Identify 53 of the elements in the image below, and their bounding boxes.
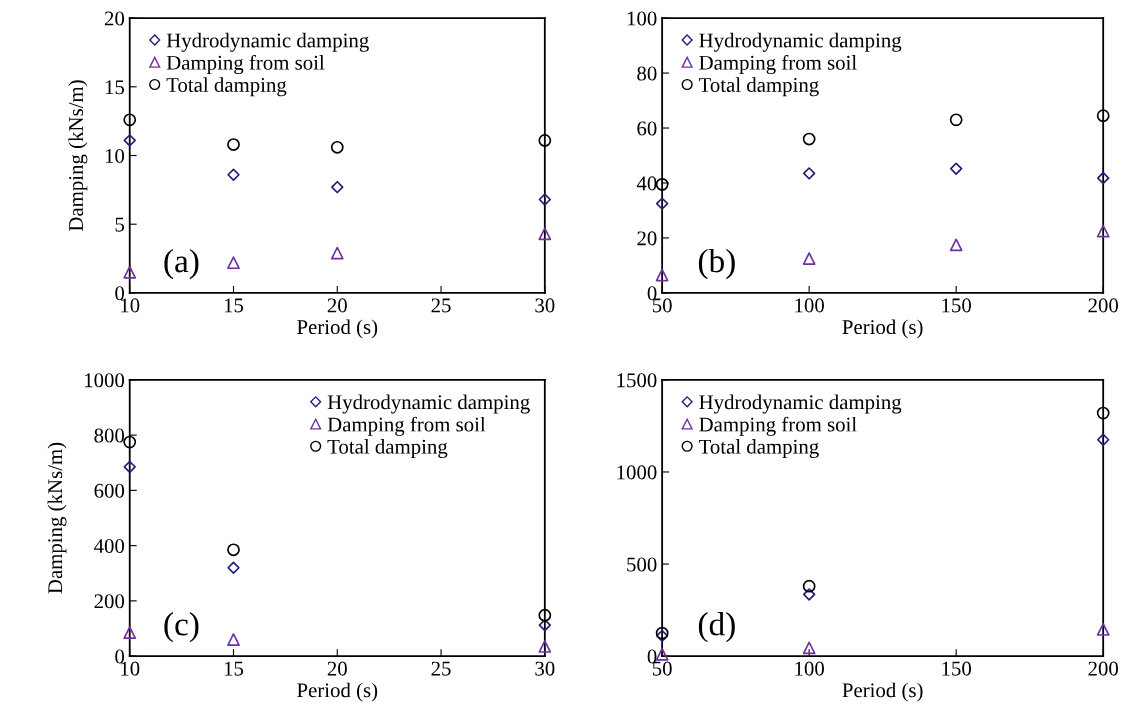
x-tick-label: 30 — [535, 298, 555, 313]
x-tick-label: 200 — [1088, 661, 1119, 676]
x-axis-title: Period (s) — [842, 682, 923, 702]
y-tick-label: 80 — [637, 66, 657, 81]
y-tick-label: 800 — [94, 428, 125, 443]
x-tick-label: 200 — [1088, 298, 1119, 313]
annotation: (c) — [164, 612, 199, 643]
y-tick-label: 200 — [94, 594, 125, 609]
annotation: (a) — [164, 248, 199, 280]
y-tick-label: 20 — [637, 231, 657, 246]
annotation: (b) — [698, 248, 735, 280]
y-tick-label: 1000 — [85, 373, 125, 388]
legend-label: Hydrodynamic damping — [699, 394, 902, 414]
legend-label: Damping from soil — [699, 54, 857, 75]
x-axis-title: Period (s) — [297, 682, 378, 702]
annotation: (d) — [698, 612, 735, 643]
legend-label: Hydrodynamic damping — [327, 394, 530, 414]
y-tick-label: 500 — [627, 557, 657, 572]
y-tick-label: 1000 — [617, 465, 657, 480]
y-axis-title: Damping (kNs/m) — [47, 442, 67, 594]
legend-label: Total damping — [166, 77, 287, 97]
legend-label: Damping from soil — [699, 416, 857, 436]
legend-label: Total damping — [327, 439, 448, 459]
legend-label: Total damping — [698, 77, 819, 97]
y-tick-label: 40 — [636, 176, 657, 191]
x-tick-label: 25 — [431, 298, 451, 313]
y-tick-label: 10 — [105, 148, 125, 163]
legend-label: Damping from soil — [166, 54, 325, 75]
x-tick-label: 150 — [942, 661, 971, 676]
legend-label: Total damping — [698, 439, 819, 459]
y-tick-label: 15 — [105, 80, 125, 95]
y-axis-title: Damping (kNs/m) — [68, 80, 88, 231]
y-tick-label: 1500 — [617, 373, 657, 388]
y-tick-label: 400 — [94, 539, 125, 554]
x-tick-label: 15 — [224, 298, 244, 313]
y-tick-label: 20 — [104, 11, 125, 26]
x-tick-label: 25 — [431, 661, 451, 676]
x-tick-label: 100 — [795, 298, 824, 313]
x-tick-label: 30 — [535, 661, 555, 676]
legend-label: Hydrodynamic damping — [699, 32, 902, 52]
y-tick-label: 100 — [627, 11, 657, 26]
y-tick-label: 600 — [94, 483, 125, 498]
legend-label: Damping from soil — [327, 416, 486, 436]
x-axis-title: Period (s) — [297, 319, 378, 339]
x-tick-label: 100 — [795, 661, 824, 676]
y-tick-label: 5 — [115, 217, 125, 232]
x-tick-label: 20 — [327, 298, 347, 313]
x-tick-label: 20 — [327, 661, 347, 676]
x-tick-label: 15 — [224, 661, 244, 676]
legend-label: Hydrodynamic damping — [166, 32, 369, 52]
y-tick-label: 60 — [637, 121, 657, 136]
x-axis-title: Period (s) — [842, 319, 923, 339]
x-tick-label: 150 — [942, 298, 971, 313]
